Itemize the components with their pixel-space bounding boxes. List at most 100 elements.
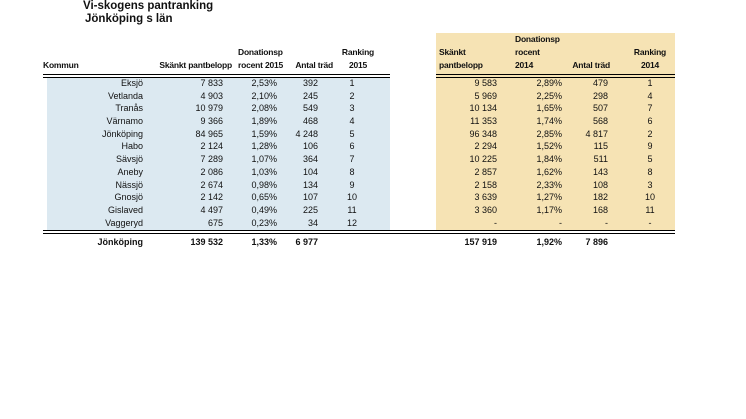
- cell-percent: 0,23%: [251, 217, 277, 228]
- cell-trees: 479: [592, 78, 608, 88]
- table-row: Nässjö 2 674 0,98% 134 9: [43, 179, 390, 192]
- table-row: Jönköping 84 965 1,59% 4 248 5: [43, 128, 390, 141]
- cell-ranking: 12: [346, 217, 357, 228]
- cell-percent: 0,65%: [251, 192, 277, 203]
- cell-amount: 10 134: [469, 103, 497, 114]
- cell-percent: 1,27%: [536, 192, 562, 203]
- total-trees: 6 977: [295, 237, 318, 247]
- column-header-amount: Skänkt pantbelopp: [439, 47, 483, 70]
- cell-ranking: 1: [349, 78, 355, 88]
- cell-trees: 115: [593, 141, 608, 152]
- table-row: Habo 2 124 1,28% 106 6: [43, 140, 390, 153]
- column-header-ranking: Ranking 2015: [341, 47, 375, 70]
- cell-trees: 104: [302, 166, 318, 177]
- table-row: 2 857 1,62% 143 8: [436, 166, 675, 179]
- cell-percent: 0,49%: [251, 204, 277, 215]
- cell-amount: 10 225: [469, 154, 497, 165]
- table-2015-header: Kommun Skänkt pantbelopp Donationsp roce…: [43, 40, 390, 74]
- table-row: Värnamo 9 366 1,89% 468 4: [43, 115, 390, 128]
- cell-trees: 245: [302, 90, 318, 101]
- table-row: Tranås 10 979 2,08% 549 3: [43, 102, 390, 115]
- cell-trees: 568: [592, 116, 608, 127]
- cell-percent: 2,89%: [536, 78, 562, 88]
- column-header-trees: Antal träd: [572, 60, 610, 70]
- table-row: 2 294 1,52% 115 9: [436, 140, 675, 153]
- cell-amount: 2 674: [200, 179, 223, 190]
- table-row: 10 225 1,84% 511 5: [436, 153, 675, 166]
- table-2015-fill: [47, 77, 390, 230]
- table-2014-body: 9 583 2,89% 479 1 5 969 2,25% 298 4 10 134 1,65% 5…: [436, 77, 675, 229]
- cell-kommun: Värnamo: [106, 116, 143, 127]
- cell-trees: 106: [302, 141, 318, 152]
- table-row: 11 353 1,74% 568 6: [436, 115, 675, 128]
- cell-ranking: 8: [647, 166, 653, 177]
- cell-ranking: 3: [647, 179, 653, 190]
- table-row: 3 639 1,27% 182 10: [436, 191, 675, 204]
- table-row: 9 583 2,89% 479 1: [436, 77, 675, 90]
- cell-percent: 1,84%: [536, 154, 562, 165]
- table-row: Gislaved 4 497 0,49% 225 11: [43, 204, 390, 217]
- cell-amount: 84 965: [195, 128, 223, 139]
- cell-ranking: 8: [349, 166, 355, 177]
- cell-percent: 2,53%: [251, 78, 277, 88]
- cell-trees: 4 817: [585, 128, 608, 139]
- cell-amount: 9 366: [200, 116, 223, 127]
- cell-percent: 2,10%: [251, 90, 277, 101]
- cell-kommun: Eksjö: [120, 78, 143, 88]
- total-percent: 1,92%: [536, 237, 562, 247]
- total-amount: 139 532: [190, 237, 223, 247]
- cell-amount: 3 639: [474, 192, 497, 203]
- table-2014-header: Skänkt pantbelopp Donationsp rocent 2014…: [436, 33, 675, 74]
- cell-amount: 10 979: [195, 103, 223, 114]
- cell-kommun: Jönköping: [101, 128, 143, 139]
- cell-ranking: 5: [349, 128, 355, 139]
- cell-percent: 2,85%: [536, 128, 562, 139]
- table-row: 5 969 2,25% 298 4: [436, 90, 675, 103]
- header-rule-2014: [436, 74, 675, 78]
- cell-kommun: Nässjö: [115, 179, 143, 190]
- cell-amount: 4 497: [200, 204, 223, 215]
- table-2014-fill: [436, 33, 675, 230]
- cell-amount: 7 833: [200, 78, 223, 88]
- table-2015-body: Eksjö 7 833 2,53% 392 1 Vetlanda 4 903 2,10% 245…: [43, 77, 390, 229]
- cell-kommun: Gislaved: [107, 204, 143, 215]
- cell-percent: 2,33%: [536, 179, 562, 190]
- table-row: ----: [436, 217, 675, 230]
- cell-amount: 96 348: [469, 128, 497, 139]
- cell-percent: 1,28%: [251, 141, 277, 152]
- cell-amount: -: [494, 217, 497, 228]
- cell-amount: 11 353: [470, 116, 497, 127]
- cell-kommun: Vaggeryd: [105, 217, 143, 228]
- total-rule: [43, 230, 675, 234]
- cell-ranking: 4: [349, 116, 355, 127]
- column-header-ranking: Ranking 2014: [633, 47, 667, 70]
- column-header-amount: Skänkt pantbelopp: [159, 60, 232, 70]
- header-rule-2015: [43, 74, 390, 78]
- cell-percent: 1,62%: [536, 166, 562, 177]
- cell-percent: 1,74%: [536, 116, 562, 127]
- cell-kommun: Gnosjö: [114, 192, 143, 203]
- cell-trees: 364: [302, 154, 318, 165]
- cell-trees: 34: [307, 217, 318, 228]
- cell-kommun: Vetlanda: [107, 90, 143, 101]
- cell-kommun: Sävsjö: [115, 154, 143, 165]
- cell-percent: 2,08%: [251, 103, 277, 114]
- cell-kommun: Aneby: [117, 166, 143, 177]
- cell-amount: 2 857: [474, 166, 497, 177]
- table-2015: Kommun Skänkt pantbelopp Donationsp roce…: [43, 40, 390, 252]
- total-label: Jönköping: [97, 237, 144, 247]
- cell-trees: 549: [302, 103, 318, 114]
- cell-trees: 134: [302, 179, 318, 190]
- cell-ranking: 5: [647, 154, 653, 165]
- cell-percent: 1,59%: [251, 128, 277, 139]
- cell-percent: 0,98%: [251, 179, 277, 190]
- cell-trees: 168: [592, 204, 608, 215]
- table-row: 3 360 1,17% 168 11: [436, 204, 675, 217]
- cell-percent: 1,17%: [536, 204, 562, 215]
- cell-percent: 1,89%: [251, 116, 277, 127]
- cell-ranking: 9: [647, 141, 653, 152]
- cell-percent: 1,07%: [251, 154, 277, 165]
- cell-percent: 1,52%: [536, 141, 562, 152]
- table-2014: Skänkt pantbelopp Donationsp rocent 2014…: [436, 33, 675, 252]
